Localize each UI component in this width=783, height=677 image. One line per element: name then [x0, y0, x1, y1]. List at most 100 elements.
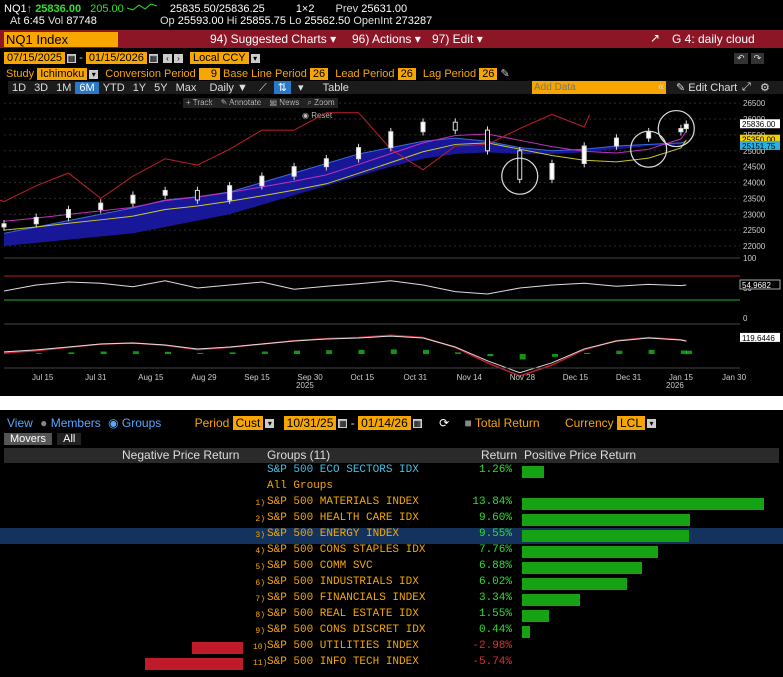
macd-histogram-bar — [690, 350, 692, 354]
collapse-icon[interactable]: « — [658, 81, 665, 93]
macd-histogram-bar — [331, 350, 333, 354]
zoom-tool[interactable]: ⌕ Zoom — [307, 98, 335, 107]
range-button-1y[interactable]: 1Y — [132, 82, 147, 94]
range-button-1m[interactable]: 1M — [56, 82, 72, 94]
end-date-input[interactable]: 01/15/2026 — [85, 52, 147, 64]
macd-histogram-bar — [586, 352, 588, 354]
chevron-down-icon[interactable]: ▾ — [297, 82, 304, 94]
currency-select[interactable]: Local CCY — [190, 52, 249, 64]
range-button-max[interactable]: Max — [175, 82, 197, 94]
group-row[interactable]: 7) S&P 500 FINANCIALS INDEX 3.34% — [0, 592, 783, 608]
range-button-5y[interactable]: 5Y — [154, 82, 168, 94]
lag-input[interactable]: 26 — [479, 68, 498, 80]
study-row: Study Ichimoku ▾ Conversion Period 9 Base… — [6, 67, 510, 80]
group-row[interactable]: 1) S&P 500 MATERIALS INDEX 13.84% — [0, 496, 783, 512]
macd-histogram-bar — [648, 349, 650, 354]
calendar-icon[interactable]: ▦ — [67, 53, 77, 63]
macd-histogram-bar — [363, 349, 365, 354]
group-row[interactable]: 8) S&P 500 REAL ESTATE IDX 1.55% — [0, 608, 783, 624]
security-field[interactable]: NQ1 Index — [4, 32, 119, 47]
suggested-charts-menu[interactable]: 94) Suggested Charts ▾ — [210, 32, 337, 46]
expand-icon[interactable]: ⤢ — [742, 81, 751, 93]
pen-icon[interactable]: ✎ — [500, 68, 510, 80]
group-row[interactable]: 9) S&P 500 CONS DISCRET IDX 0.44% — [0, 624, 783, 640]
group-row[interactable]: 4) S&P 500 CONS STAPLES IDX 7.76% — [0, 544, 783, 560]
frequency-label: Daily — [209, 82, 234, 94]
benchmark-row[interactable]: S&P 500 ECO SECTORS IDX 1.26% — [0, 464, 783, 480]
track-tool[interactable]: + Track — [186, 98, 213, 107]
edit-menu[interactable]: 97) Edit ▾ — [432, 32, 483, 46]
tab-movers[interactable]: Movers — [4, 433, 53, 445]
range-button-ytd[interactable]: YTD — [102, 82, 125, 94]
price-chart[interactable]: 2650026000255002500024500240002350023000… — [0, 96, 783, 396]
chevron-down-icon[interactable]: ▾ — [647, 419, 656, 429]
movers-end-date[interactable]: 01/14/26 — [358, 416, 411, 430]
range-button-1d[interactable]: 1D — [12, 82, 27, 94]
edit-chart-button[interactable]: ✎ Edit Chart — [676, 82, 738, 94]
candle-body — [452, 121, 458, 131]
macd-histogram-bar — [587, 352, 589, 354]
groups-radio[interactable]: ◉ Groups — [108, 416, 162, 430]
group-row[interactable]: 3) S&P 500 ENERGY INDEX 9.55% — [0, 528, 783, 544]
macd-histogram-bar — [169, 351, 170, 354]
frequency-select[interactable]: Daily ▼ — [209, 82, 248, 94]
group-row[interactable]: 5) S&P 500 COMM SVC 6.88% — [0, 560, 783, 576]
macd-histogram-bar — [100, 351, 102, 354]
macd-histogram-bar — [137, 351, 139, 354]
next-period-button[interactable]: › — [173, 53, 183, 63]
macd-histogram-bar — [554, 354, 556, 357]
candle-body — [517, 150, 523, 180]
calendar-icon[interactable]: ▦ — [148, 53, 158, 63]
candle-chart-icon[interactable]: ⇅ — [273, 81, 291, 94]
calendar-icon[interactable]: ▦ — [338, 419, 348, 429]
candle-body — [549, 162, 555, 180]
graph-name: G 4: daily cloud — [672, 32, 755, 46]
annotate-tool[interactable]: ✎ Annotate — [220, 98, 262, 107]
news-tool[interactable]: ▤ News — [269, 98, 300, 107]
tab-all[interactable]: All — [57, 433, 82, 445]
benchmark-bar — [522, 466, 545, 478]
movers-start-date[interactable]: 10/31/25 — [283, 416, 337, 430]
period-select[interactable]: Cust — [232, 416, 264, 430]
total-return-checkbox[interactable]: ■ Total Return — [464, 416, 540, 430]
undo-icon[interactable]: ↶ — [734, 53, 748, 64]
group-row[interactable]: 11) S&P 500 INFO TECH INDEX -5.74% — [0, 656, 783, 672]
macd-histogram-bar — [521, 354, 523, 360]
range-button-6m[interactable]: 6M — [75, 82, 99, 94]
up-arrow-icon: ↑ — [26, 3, 33, 15]
macd-histogram-bar — [231, 352, 233, 354]
table-button[interactable]: Table — [322, 82, 349, 94]
group-row[interactable]: 6) S&P 500 INDUSTRIALS IDX 6.02% — [0, 576, 783, 592]
start-date-input[interactable]: 07/15/2025 — [4, 52, 66, 64]
calendar-icon[interactable]: ▦ — [412, 419, 422, 429]
lead-input[interactable]: 26 — [397, 68, 416, 80]
currency-select-movers[interactable]: LCL — [616, 416, 645, 430]
group-row[interactable]: 2) S&P 500 HEALTH CARE IDX 9.60% — [0, 512, 783, 528]
refresh-icon[interactable]: ⟳ — [439, 416, 450, 430]
add-data-input[interactable] — [532, 81, 666, 94]
members-radio[interactable]: ● Members — [40, 416, 101, 430]
gear-icon[interactable]: ⚙ — [760, 82, 770, 94]
macd-histogram-bar — [102, 351, 104, 354]
launch-icon[interactable]: ↗ — [650, 31, 661, 45]
chevron-down-icon[interactable]: ▾ — [250, 53, 260, 63]
study-select[interactable]: Ichimoku — [37, 68, 88, 80]
macd-histogram-bar — [491, 354, 493, 357]
chevron-down-icon[interactable]: ▾ — [265, 419, 275, 429]
base-input[interactable]: 26 — [309, 68, 329, 80]
macd-last-value: 119.6446 — [742, 334, 775, 343]
candle-body — [1, 223, 7, 228]
conversion-input[interactable]: 9 — [198, 68, 220, 80]
macd-histogram-bar — [103, 351, 105, 354]
groups-label: Groups — [121, 416, 162, 430]
line-chart-icon[interactable]: ⟋ — [258, 82, 267, 94]
macd-histogram-bar — [620, 350, 622, 354]
range-button-3d[interactable]: 3D — [34, 82, 49, 94]
prev-period-button[interactable]: ‹ — [162, 53, 172, 63]
group-row[interactable]: 10) S&P 500 UTILITIES INDEX -2.98% — [0, 640, 783, 656]
redo-icon[interactable]: ↷ — [750, 53, 765, 64]
chevron-down-icon[interactable]: ▾ — [89, 69, 99, 79]
macd-histogram-bar — [326, 350, 328, 354]
macd-histogram-bar — [617, 350, 619, 354]
actions-menu[interactable]: 96) Actions ▾ — [352, 32, 421, 46]
